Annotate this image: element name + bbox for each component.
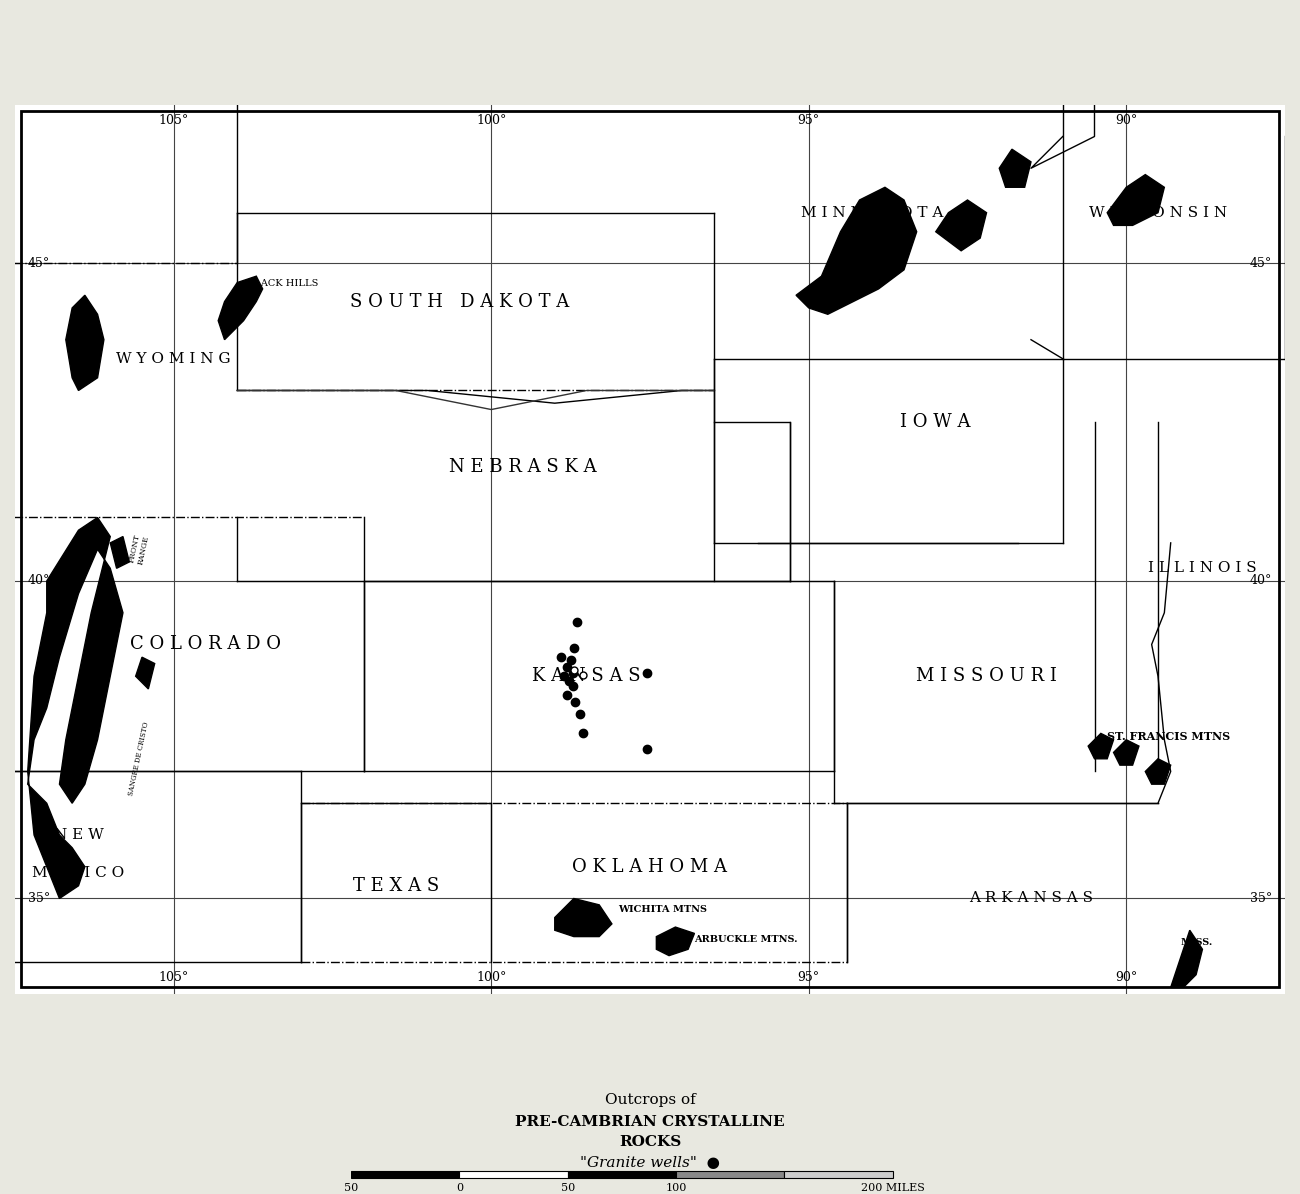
Text: 50: 50 [344, 1183, 358, 1194]
Text: 45°: 45° [1251, 257, 1273, 270]
Bar [676, 1170, 784, 1177]
Polygon shape [1108, 174, 1165, 226]
Text: A R K A N S A S: A R K A N S A S [968, 892, 1093, 905]
Text: WICHITA MTNS: WICHITA MTNS [619, 905, 707, 915]
Text: ARBUCKLE MTNS.: ARBUCKLE MTNS. [694, 935, 798, 944]
Text: FRONT
RANGE: FRONT RANGE [127, 533, 151, 566]
Text: 35°: 35° [27, 892, 49, 905]
Text: MISS.: MISS. [1180, 938, 1213, 948]
Polygon shape [27, 517, 123, 899]
Text: W I S C O N S I N: W I S C O N S I N [1089, 205, 1227, 220]
Text: "Granite wells"  ●: "Granite wells" ● [580, 1156, 720, 1170]
Polygon shape [1171, 930, 1202, 987]
Text: 95°: 95° [798, 115, 820, 128]
Text: ROCKS: ROCKS [619, 1135, 681, 1150]
Polygon shape [66, 295, 104, 390]
Text: N E W: N E W [53, 827, 104, 842]
Text: 50: 50 [560, 1183, 575, 1194]
Polygon shape [555, 899, 612, 936]
Bar [784, 1170, 893, 1177]
Text: I L L I N O I S: I L L I N O I S [1148, 561, 1257, 576]
Text: 100°: 100° [476, 115, 507, 128]
Text: SANGRE DE CRISTO: SANGRE DE CRISTO [127, 721, 151, 796]
Text: 45°: 45° [27, 257, 49, 270]
Text: 100: 100 [666, 1183, 686, 1194]
Text: 0: 0 [456, 1183, 463, 1194]
Polygon shape [656, 927, 694, 955]
Text: ST. FRANCIS MTNS: ST. FRANCIS MTNS [1108, 731, 1230, 741]
Polygon shape [1088, 733, 1114, 759]
Text: 40°: 40° [27, 574, 51, 587]
Text: 105°: 105° [159, 971, 188, 984]
Text: Outcrops of: Outcrops of [604, 1094, 696, 1108]
Polygon shape [796, 187, 916, 314]
Text: PRE-CAMBRIAN CRYSTALLINE: PRE-CAMBRIAN CRYSTALLINE [515, 1115, 785, 1130]
Text: BLACK HILLS: BLACK HILLS [247, 278, 318, 288]
Text: M I N N E S O T A: M I N N E S O T A [801, 205, 944, 220]
Text: W Y O M I N G: W Y O M I N G [117, 352, 231, 365]
Text: 100°: 100° [476, 971, 507, 984]
Text: N E B R A S K A: N E B R A S K A [450, 457, 597, 475]
Text: 90°: 90° [1115, 971, 1138, 984]
Polygon shape [1114, 740, 1139, 765]
Polygon shape [16, 105, 1284, 993]
Bar [351, 1170, 459, 1177]
Polygon shape [936, 199, 987, 251]
Text: O K L A H O M A: O K L A H O M A [572, 857, 728, 875]
Text: T E X A S: T E X A S [352, 876, 439, 894]
Bar [459, 1170, 568, 1177]
Text: 40°: 40° [1249, 574, 1273, 587]
Polygon shape [218, 276, 263, 339]
Text: 90°: 90° [1115, 115, 1138, 128]
Text: 95°: 95° [798, 971, 820, 984]
Text: 200 MILES: 200 MILES [861, 1183, 924, 1194]
Text: S O U T H   D A K O T A: S O U T H D A K O T A [350, 293, 569, 310]
Polygon shape [1145, 759, 1171, 784]
Text: 105°: 105° [159, 115, 188, 128]
Bar [568, 1170, 676, 1177]
Text: K A N S A S: K A N S A S [532, 667, 641, 685]
Polygon shape [111, 536, 129, 568]
Text: I O W A: I O W A [901, 413, 971, 431]
Polygon shape [135, 657, 155, 689]
Polygon shape [1000, 149, 1031, 187]
Text: C O L O R A D O: C O L O R A D O [130, 635, 281, 653]
Text: 35°: 35° [1251, 892, 1273, 905]
Text: M I S S O U R I: M I S S O U R I [916, 667, 1057, 685]
Text: M E X I C O: M E X I C O [32, 866, 125, 880]
